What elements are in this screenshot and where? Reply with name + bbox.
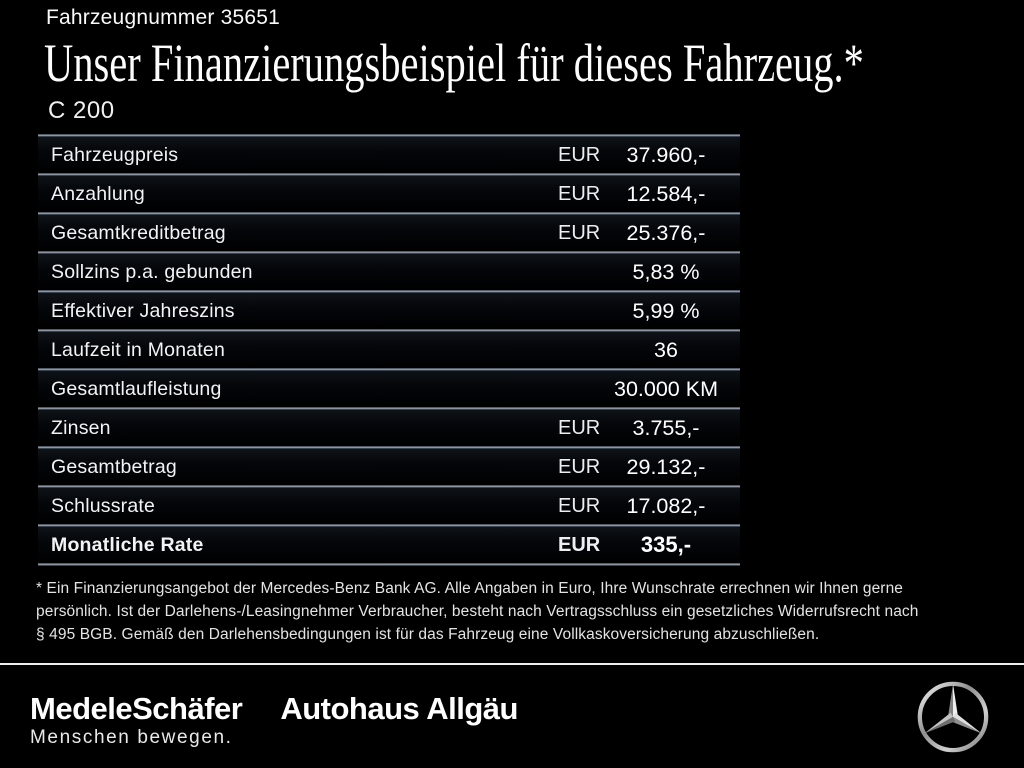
dealer-logo-autohaus-allgaeu: Autohaus Allgäu <box>280 691 518 726</box>
table-row: Gesamtlaufleistung 30.000 KM <box>38 368 740 407</box>
table-row: Laufzeit in Monaten 36 <box>38 329 740 368</box>
row-value: 3.755,- <box>632 415 700 440</box>
table-row-monthly-rate: Monatliche Rate EUR 335,- <box>38 524 740 563</box>
finance-table: Fahrzeugpreis EUR 37.960,- Anzahlung EUR… <box>38 134 740 566</box>
row-value: 29.132,- <box>626 454 706 479</box>
row-currency: EUR <box>558 182 601 205</box>
row-currency: EUR <box>558 455 601 478</box>
row-label: Schlussrate <box>51 494 156 517</box>
row-value: 30.000 KM <box>614 376 718 401</box>
dealer-logos: MedeleSchäfer Autohaus Allgäu <box>30 691 518 727</box>
dealer-tagline: Menschen bewegen. <box>30 727 233 748</box>
table-row: Schlussrate EUR 17.082,- <box>38 485 740 524</box>
footnote-line: * Ein Finanzierungsangebot der Mercedes-… <box>36 580 904 597</box>
vehicle-number: Fahrzeugnummer 35651 <box>46 6 280 29</box>
page-title: Unser Finanzierungsbeispiel für dieses F… <box>44 33 864 93</box>
row-value: 37.960,- <box>626 142 706 167</box>
row-value: 5,83 % <box>632 259 700 284</box>
row-label: Laufzeit in Monaten <box>51 338 225 361</box>
row-label: Monatliche Rate <box>51 533 204 556</box>
row-label: Gesamtbetrag <box>51 455 177 478</box>
table-row: Sollzins p.a. gebunden 5,83 % <box>38 251 740 290</box>
row-label: Sollzins p.a. gebunden <box>51 260 253 283</box>
row-value: 36 <box>654 337 678 362</box>
row-label: Effektiver Jahreszins <box>51 299 235 322</box>
row-value: 335,- <box>640 532 692 557</box>
row-currency: EUR <box>558 416 601 439</box>
table-row: Gesamtkreditbetrag EUR 25.376,- <box>38 212 740 251</box>
footnote-line: persönlich. Ist der Darlehens-/Leasingne… <box>36 603 919 620</box>
dealer-logo-medele-schaefer: MedeleSchäfer <box>30 691 243 726</box>
row-value: 5,99 % <box>632 298 700 323</box>
model-name: C 200 <box>48 97 115 124</box>
table-row: Fahrzeugpreis EUR 37.960,- <box>38 134 740 173</box>
row-value: 17.082,- <box>626 493 706 518</box>
row-value: 25.376,- <box>626 220 706 245</box>
row-currency: EUR <box>558 533 601 556</box>
footnote-line: § 495 BGB. Gemäß den Darlehensbedingunge… <box>36 626 820 643</box>
footer-divider <box>0 663 1024 665</box>
row-currency: EUR <box>558 494 601 517</box>
row-label: Anzahlung <box>51 182 145 205</box>
row-label: Gesamtlaufleistung <box>51 377 222 400</box>
table-row: Zinsen EUR 3.755,- <box>38 407 740 446</box>
table-row: Effektiver Jahreszins 5,99 % <box>38 290 740 329</box>
row-label: Gesamtkreditbetrag <box>51 221 226 244</box>
table-row: Anzahlung EUR 12.584,- <box>38 173 740 212</box>
row-label: Zinsen <box>51 416 111 439</box>
row-value: 12.584,- <box>626 181 706 206</box>
row-label: Fahrzeugpreis <box>51 143 179 166</box>
legal-footnote: * Ein Finanzierungsangebot der Mercedes-… <box>36 577 1006 646</box>
row-currency: EUR <box>558 221 601 244</box>
mercedes-star-icon <box>917 681 989 753</box>
table-row: Gesamtbetrag EUR 29.132,- <box>38 446 740 485</box>
row-currency: EUR <box>558 143 601 166</box>
